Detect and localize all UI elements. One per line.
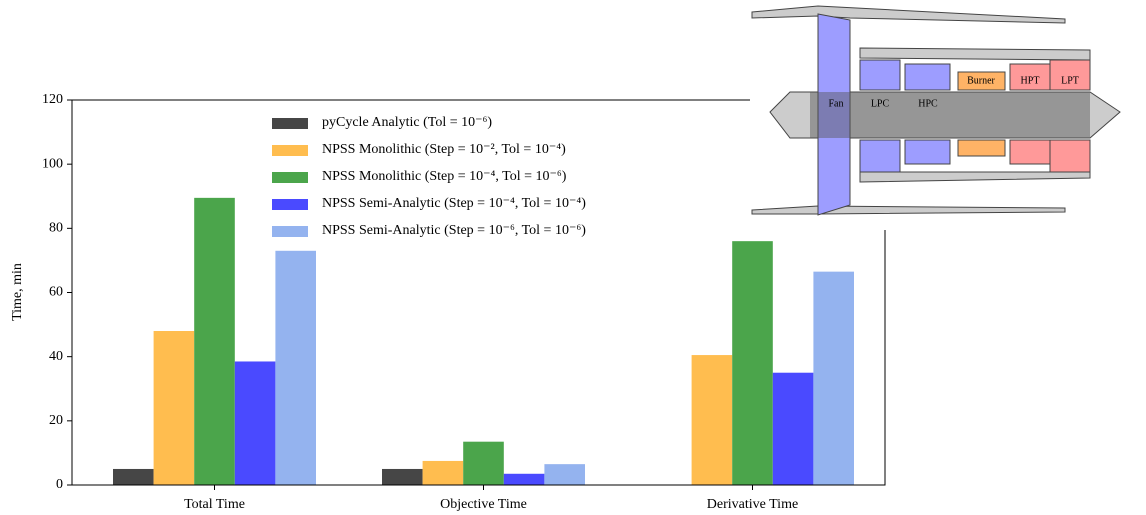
bar xyxy=(194,198,235,485)
bar xyxy=(463,442,504,485)
engine-diagram: Fan LPC HPC Burner HPT LPT xyxy=(750,0,1146,230)
bar xyxy=(504,474,545,485)
bar xyxy=(275,251,316,485)
legend-swatch xyxy=(272,145,308,156)
lpc-lower xyxy=(860,140,900,172)
legend-swatch xyxy=(272,172,308,183)
y-axis-label: Time, min xyxy=(10,263,25,321)
hpt-lower xyxy=(1010,140,1050,164)
burner-lower xyxy=(958,140,1005,156)
bar xyxy=(732,241,773,485)
shaft xyxy=(810,92,1090,138)
diagram-label: Fan xyxy=(829,98,844,109)
y-tick-label: 40 xyxy=(49,349,63,364)
lpt-lower xyxy=(1050,140,1090,172)
hpc xyxy=(905,64,950,90)
x-tick-label: Derivative Time xyxy=(707,497,798,512)
bar xyxy=(235,361,276,485)
bar xyxy=(692,355,733,485)
legend-label: NPSS Semi-Analytic (Step = 10⁻⁴, Tol = 1… xyxy=(322,196,586,211)
bar xyxy=(773,373,814,485)
chart: Time, min 0 20 40 60 80 100 120 Total Time Objec… xyxy=(0,0,1146,515)
legend-label: pyCycle Analytic (Tol = 10⁻⁶) xyxy=(322,115,492,130)
bar xyxy=(544,464,585,485)
bar xyxy=(813,272,854,485)
lpc xyxy=(860,60,900,90)
diagram-label: LPT xyxy=(1061,75,1079,86)
y-tick-label: 80 xyxy=(49,221,63,236)
x-tick-label: Total Time xyxy=(184,497,245,512)
y-tick-label: 0 xyxy=(56,477,63,492)
y-tick-label: 60 xyxy=(49,285,63,300)
hpc-lower xyxy=(905,140,950,164)
diagram-label: HPT xyxy=(1021,75,1040,86)
legend-swatch xyxy=(272,118,308,129)
y-tick-label: 20 xyxy=(49,413,63,428)
bar xyxy=(154,331,195,485)
legend-label: NPSS Semi-Analytic (Step = 10⁻⁶, Tol = 1… xyxy=(322,223,586,238)
legend-label: NPSS Monolithic (Step = 10⁻⁴, Tol = 10⁻⁶… xyxy=(322,169,567,184)
bar xyxy=(423,461,464,485)
legend-swatch xyxy=(272,199,308,210)
bar xyxy=(382,469,423,485)
bar xyxy=(113,469,154,485)
y-tick-label: 120 xyxy=(42,92,63,107)
diagram-label: LPC xyxy=(871,98,890,109)
diagram-label: HPC xyxy=(918,98,938,109)
legend-swatch xyxy=(272,226,308,237)
x-tick-label: Objective Time xyxy=(440,497,527,512)
y-tick-label: 100 xyxy=(42,156,63,171)
nacelle-bottom xyxy=(752,206,1065,214)
core-cowl-top xyxy=(860,48,1090,60)
legend-label: NPSS Monolithic (Step = 10⁻², Tol = 10⁻⁴… xyxy=(322,142,566,157)
diagram-label: Burner xyxy=(967,75,995,86)
